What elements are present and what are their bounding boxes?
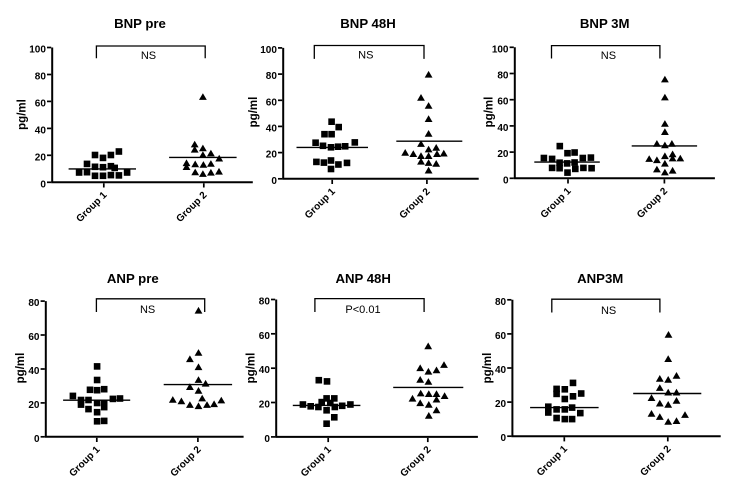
svg-text:pg/ml: pg/ml xyxy=(483,97,495,128)
svg-text:40: 40 xyxy=(266,123,278,134)
svg-text:40: 40 xyxy=(28,366,40,377)
svg-text:pg/ml: pg/ml xyxy=(17,99,29,130)
svg-text:P<0.01: P<0.01 xyxy=(345,304,380,316)
svg-text:40: 40 xyxy=(35,125,47,136)
svg-text:60: 60 xyxy=(259,331,271,342)
svg-text:100: 100 xyxy=(29,45,46,56)
svg-text:0: 0 xyxy=(264,434,270,445)
svg-text:20: 20 xyxy=(259,400,271,411)
svg-text:BNP 48H: BNP 48H xyxy=(340,16,395,31)
svg-text:NS: NS xyxy=(141,50,156,62)
svg-text:ANP 48H: ANP 48H xyxy=(335,271,390,286)
svg-text:ANP3M: ANP3M xyxy=(577,271,623,286)
svg-text:0: 0 xyxy=(271,176,277,187)
svg-text:0: 0 xyxy=(34,434,40,445)
svg-text:pg/ml: pg/ml xyxy=(246,353,258,384)
svg-text:60: 60 xyxy=(495,331,507,342)
svg-text:NS: NS xyxy=(140,304,155,316)
svg-text:0: 0 xyxy=(503,175,509,186)
svg-text:BNP 3M: BNP 3M xyxy=(580,16,630,31)
svg-text:20: 20 xyxy=(266,150,278,161)
svg-text:0: 0 xyxy=(40,179,46,190)
svg-text:60: 60 xyxy=(35,98,47,109)
svg-text:60: 60 xyxy=(28,332,40,343)
svg-text:20: 20 xyxy=(35,152,47,163)
svg-text:60: 60 xyxy=(266,97,278,108)
svg-text:20: 20 xyxy=(497,149,509,160)
svg-text:100: 100 xyxy=(260,45,277,56)
svg-text:NS: NS xyxy=(601,50,616,62)
svg-text:pg/ml: pg/ml xyxy=(15,353,27,384)
svg-text:NS: NS xyxy=(601,305,616,317)
svg-text:40: 40 xyxy=(259,365,271,376)
svg-text:0: 0 xyxy=(501,433,507,444)
svg-text:60: 60 xyxy=(497,97,509,108)
svg-text:80: 80 xyxy=(497,71,509,82)
svg-text:80: 80 xyxy=(495,297,507,308)
svg-text:80: 80 xyxy=(28,298,40,309)
svg-text:NS: NS xyxy=(358,49,373,61)
svg-text:20: 20 xyxy=(495,399,507,410)
svg-text:pg/ml: pg/ml xyxy=(482,353,494,384)
svg-text:ANP pre: ANP pre xyxy=(107,271,159,286)
svg-text:80: 80 xyxy=(259,297,271,308)
svg-text:pg/ml: pg/ml xyxy=(248,97,260,128)
svg-text:40: 40 xyxy=(497,123,509,134)
svg-text:80: 80 xyxy=(266,71,278,82)
svg-text:100: 100 xyxy=(492,44,509,55)
svg-text:BNP pre: BNP pre xyxy=(114,16,166,31)
svg-text:40: 40 xyxy=(495,365,507,376)
svg-text:80: 80 xyxy=(35,72,47,83)
svg-text:20: 20 xyxy=(28,400,40,411)
